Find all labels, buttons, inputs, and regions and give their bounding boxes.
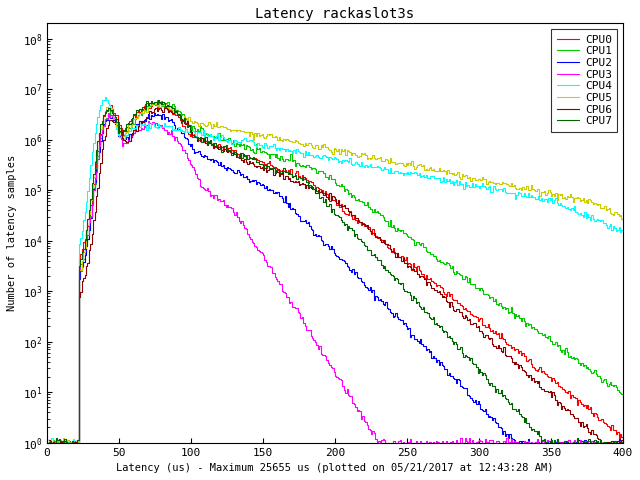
CPU6 <box>45 437 52 443</box>
CPU7 <box>45 440 52 445</box>
CPU3 <box>465 435 473 441</box>
CPU3 <box>45 440 52 445</box>
CPU4 <box>465 184 473 190</box>
CPU0 <box>115 122 123 128</box>
Line: CPU1: CPU1 <box>49 100 623 443</box>
CPU1 <box>114 128 122 133</box>
CPU7 <box>154 97 162 103</box>
CPU6 <box>465 316 473 322</box>
Line: CPU4: CPU4 <box>49 96 623 443</box>
CPU6 <box>46 440 54 445</box>
CPU7 <box>275 169 283 175</box>
CPU6 <box>409 266 417 272</box>
CPU1 <box>45 440 52 445</box>
CPU6 <box>619 438 627 444</box>
CPU6 <box>275 173 283 179</box>
CPU7 <box>409 293 417 299</box>
Line: CPU5: CPU5 <box>49 102 623 443</box>
CPU0 <box>275 167 283 173</box>
CPU5 <box>461 172 468 178</box>
CPU5 <box>234 128 241 133</box>
CPU4 <box>409 169 417 175</box>
CPU4 <box>116 132 124 138</box>
CPU0 <box>462 307 470 313</box>
CPU4 <box>45 439 52 445</box>
CPU7 <box>619 439 627 444</box>
CPU7 <box>47 440 55 445</box>
CPU1 <box>153 97 161 103</box>
CPU0 <box>235 153 243 158</box>
Line: CPU3: CPU3 <box>49 114 623 443</box>
CPU2 <box>235 169 243 175</box>
CPU4 <box>235 139 243 144</box>
CPU5 <box>273 137 281 143</box>
Line: CPU2: CPU2 <box>49 113 623 443</box>
Y-axis label: Number of latency samples: Number of latency samples <box>7 155 17 311</box>
CPU1 <box>463 279 471 285</box>
CPU7 <box>462 353 470 359</box>
CPU0 <box>45 437 52 443</box>
CPU3 <box>619 440 627 445</box>
CPU1 <box>408 236 415 241</box>
CPU1 <box>234 142 241 147</box>
CPU4 <box>101 94 109 99</box>
Line: CPU7: CPU7 <box>49 100 623 443</box>
CPU2 <box>115 133 123 139</box>
CPU0 <box>143 100 150 106</box>
CPU4 <box>46 440 54 445</box>
CPU6 <box>161 105 169 111</box>
CPU6 <box>115 128 123 134</box>
CPU2 <box>409 333 417 338</box>
CPU3 <box>104 111 111 117</box>
CPU2 <box>150 110 157 116</box>
CPU2 <box>49 440 57 445</box>
CPU0 <box>46 440 54 445</box>
CPU7 <box>115 126 123 132</box>
CPU2 <box>45 437 52 443</box>
CPU5 <box>150 99 157 105</box>
CPU2 <box>465 393 473 399</box>
CPU3 <box>47 440 55 445</box>
CPU2 <box>619 440 627 445</box>
CPU1 <box>619 391 627 396</box>
CPU4 <box>275 147 283 153</box>
CPU6 <box>462 314 470 320</box>
CPU3 <box>275 281 283 287</box>
CPU6 <box>235 155 243 161</box>
CPU3 <box>235 218 243 224</box>
CPU5 <box>619 213 627 219</box>
CPU1 <box>273 155 281 161</box>
CPU1 <box>461 273 468 279</box>
CPU5 <box>408 158 415 164</box>
CPU2 <box>462 385 470 391</box>
CPU7 <box>235 154 243 160</box>
CPU0 <box>465 308 473 314</box>
CPU3 <box>462 438 470 444</box>
Line: CPU6: CPU6 <box>49 108 623 443</box>
CPU7 <box>465 357 473 363</box>
CPU4 <box>619 228 627 233</box>
Line: CPU0: CPU0 <box>49 103 623 443</box>
Title: Latency rackaslot3s: Latency rackaslot3s <box>255 7 415 21</box>
CPU5 <box>114 128 122 134</box>
CPU3 <box>116 136 124 142</box>
CPU4 <box>462 183 470 189</box>
CPU0 <box>619 431 627 437</box>
Legend: CPU0, CPU1, CPU2, CPU3, CPU4, CPU5, CPU6, CPU7: CPU0, CPU1, CPU2, CPU3, CPU4, CPU5, CPU6… <box>552 29 618 132</box>
CPU5 <box>463 175 471 180</box>
X-axis label: Latency (us) - Maximum 25655 us (plotted on 05/21/2017 at 12:43:28 AM): Latency (us) - Maximum 25655 us (plotted… <box>116 463 554 473</box>
CPU3 <box>409 440 417 445</box>
CPU5 <box>45 440 52 445</box>
CPU2 <box>275 193 283 199</box>
CPU0 <box>409 260 417 266</box>
